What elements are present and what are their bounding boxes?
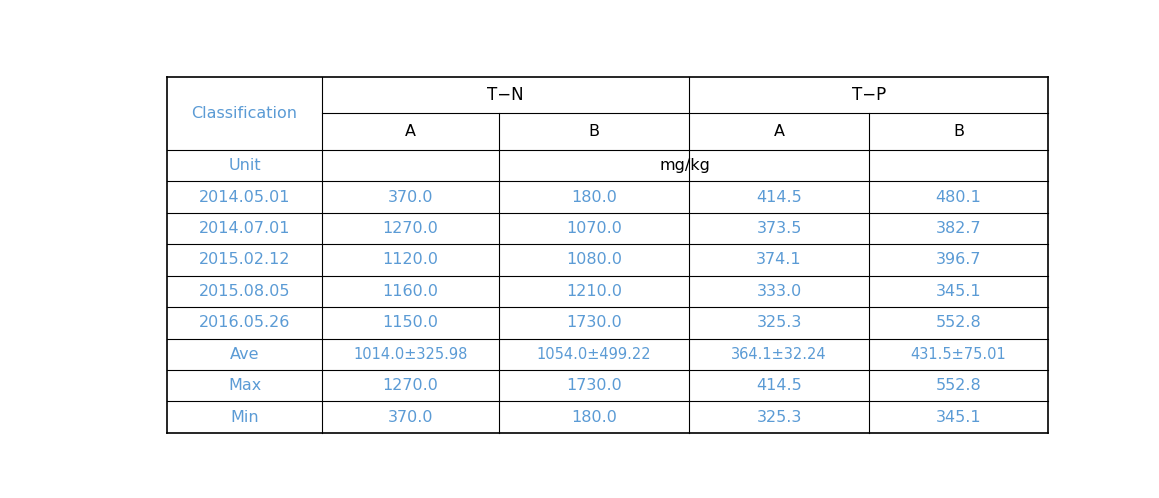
Text: 1730.0: 1730.0	[566, 378, 622, 393]
Text: 325.3: 325.3	[757, 315, 802, 330]
Text: 414.5: 414.5	[756, 378, 802, 393]
Text: 364.1±32.24: 364.1±32.24	[731, 347, 826, 362]
Text: A: A	[773, 124, 785, 139]
Text: 180.0: 180.0	[571, 190, 617, 205]
Text: 1054.0±499.22: 1054.0±499.22	[537, 347, 651, 362]
Text: 180.0: 180.0	[571, 410, 617, 425]
Text: 1730.0: 1730.0	[566, 315, 622, 330]
Text: 431.5±75.01: 431.5±75.01	[911, 347, 1006, 362]
Text: 552.8: 552.8	[935, 378, 982, 393]
Text: 1080.0: 1080.0	[566, 252, 622, 267]
Text: 1210.0: 1210.0	[566, 284, 622, 299]
Text: 2015.08.05: 2015.08.05	[199, 284, 290, 299]
Text: 1160.0: 1160.0	[382, 284, 438, 299]
Text: 2014.07.01: 2014.07.01	[199, 221, 290, 236]
Text: 2014.05.01: 2014.05.01	[199, 190, 290, 205]
Text: 480.1: 480.1	[935, 190, 982, 205]
Text: mg/kg: mg/kg	[659, 158, 710, 173]
Text: 1120.0: 1120.0	[382, 252, 438, 267]
Text: Ave: Ave	[229, 347, 260, 362]
Text: 1070.0: 1070.0	[566, 221, 622, 236]
Text: T−N: T−N	[487, 86, 524, 104]
Text: T−P: T−P	[852, 86, 885, 104]
Text: 345.1: 345.1	[935, 410, 982, 425]
Text: 1150.0: 1150.0	[382, 315, 438, 330]
Text: B: B	[589, 124, 599, 139]
Text: 370.0: 370.0	[387, 190, 433, 205]
Text: Unit: Unit	[228, 158, 261, 173]
Text: 414.5: 414.5	[756, 190, 802, 205]
Text: 2015.02.12: 2015.02.12	[199, 252, 290, 267]
Text: 1014.0±325.98: 1014.0±325.98	[353, 347, 467, 362]
Text: 345.1: 345.1	[935, 284, 982, 299]
Text: 1270.0: 1270.0	[382, 221, 438, 236]
Text: 373.5: 373.5	[757, 221, 802, 236]
Text: 370.0: 370.0	[387, 410, 433, 425]
Text: 396.7: 396.7	[936, 252, 982, 267]
Text: B: B	[953, 124, 964, 139]
Text: 2016.05.26: 2016.05.26	[199, 315, 290, 330]
Text: 1270.0: 1270.0	[382, 378, 438, 393]
Text: 333.0: 333.0	[757, 284, 802, 299]
Text: 374.1: 374.1	[756, 252, 802, 267]
Text: 325.3: 325.3	[757, 410, 802, 425]
Text: A: A	[404, 124, 416, 139]
Text: Min: Min	[231, 410, 258, 425]
Text: Classification: Classification	[191, 106, 298, 121]
Text: 552.8: 552.8	[935, 315, 982, 330]
Text: 382.7: 382.7	[935, 221, 982, 236]
Text: Max: Max	[228, 378, 261, 393]
